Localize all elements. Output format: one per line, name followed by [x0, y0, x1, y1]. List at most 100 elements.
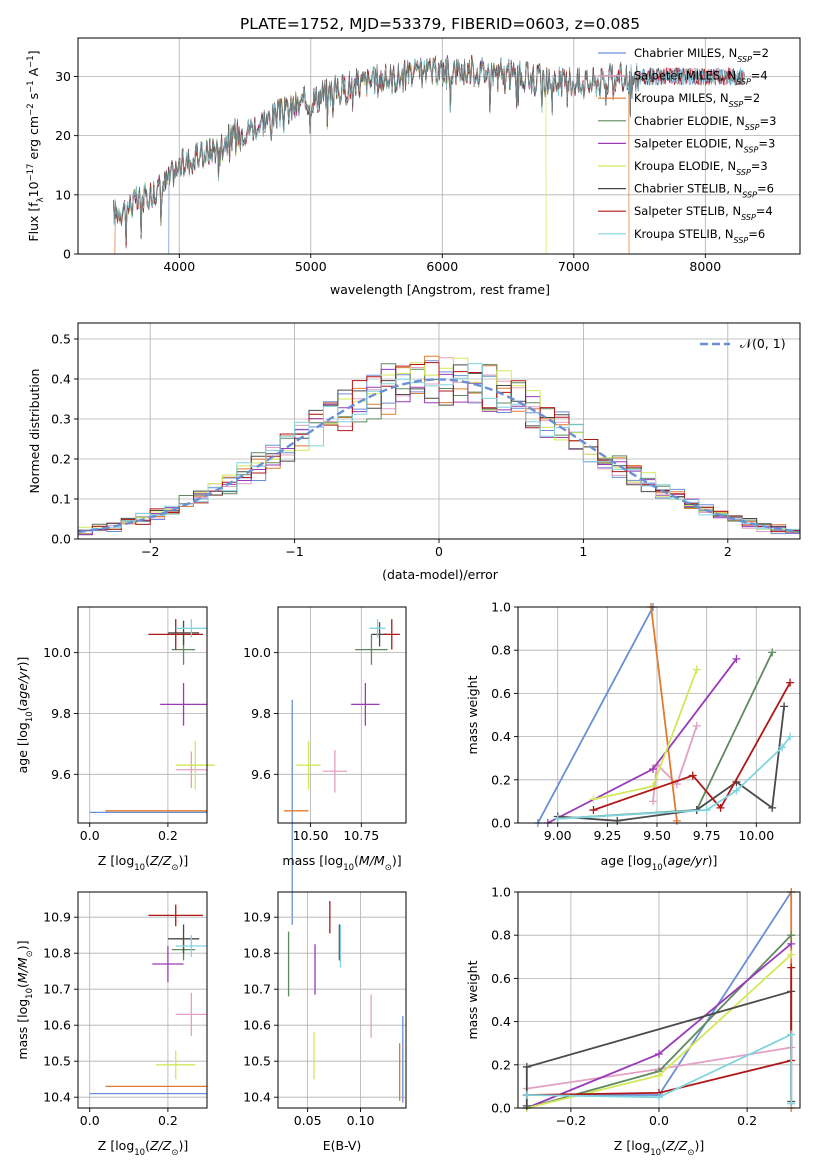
axes-frame — [277, 891, 407, 1109]
y-tick-label: 10.5 — [43, 1054, 71, 1069]
series-line — [557, 652, 774, 820]
y-tick-label: 0.6 — [491, 686, 511, 701]
series-kroupa-elodie — [589, 665, 701, 804]
y-tick-label: 10 — [55, 187, 71, 202]
series-line — [652, 725, 698, 802]
legend-label: Kroupa ELODIE, NSSP=3 — [634, 159, 768, 177]
plot-age_vs_Z — [89, 619, 215, 814]
series-marker — [655, 1093, 663, 1102]
y-tick-label: 20 — [55, 128, 71, 143]
spectrum-data — [113, 58, 640, 242]
series-marker — [655, 1071, 663, 1080]
y-tick-label: 0.4 — [51, 372, 71, 387]
series-marker — [692, 665, 701, 674]
y-tick-label: 10.8 — [43, 946, 71, 961]
axes-frame — [77, 37, 801, 255]
y-tick-label: 9.8 — [51, 706, 71, 721]
y-tick-label: 10.6 — [43, 1018, 71, 1033]
y-tick-label: 0.4 — [491, 729, 511, 744]
residual-ylabel: Normed distribution — [27, 369, 42, 494]
x-tick-label: 10.00 — [738, 828, 774, 843]
series-marker — [672, 816, 681, 825]
frame-weight_vs_age: 9.00 9.25 9.50 9.75 10.00 0.0 0.2 0.4 0.6 0.8 1.0 a… — [465, 600, 801, 873]
y-tick-label: 0.5 — [51, 332, 71, 347]
errorbar-salpeter-miles — [175, 992, 207, 1036]
weight-vs-z-xlabel: Z [log10(Z/Z⊙)] — [614, 1138, 704, 1158]
errorbar-salpeter-elodie — [160, 683, 207, 726]
legend-label: Salpeter ELODIE, NSSP=3 — [634, 136, 775, 154]
series-salpeter-stelib — [589, 678, 795, 815]
series-marker — [787, 939, 796, 948]
y-tick-label: 10.7 — [243, 982, 271, 997]
mass-vs-ebv-xlabel: E(B-V) — [323, 1138, 362, 1153]
series-marker — [786, 678, 795, 687]
errorbar-kroupa-stelib — [175, 935, 207, 957]
y-tick-label: 10.0 — [43, 645, 71, 660]
y-tick-label: 0.0 — [51, 532, 71, 547]
spectrum-legend: Chabrier MILES, NSSP=2 Salpeter MILES, NS… — [598, 46, 776, 244]
x-tick-label: 0.0 — [80, 828, 100, 843]
y-tick-label: 9.6 — [251, 767, 271, 782]
axes-spectrum: 4000 5000 6000 7000 8000 0 10 20 30 wavelength [A… — [26, 37, 801, 297]
series-kroupa-stelib — [553, 732, 795, 823]
series-marker — [702, 806, 711, 815]
frame-mass_vs_Z: 0.0 0.2 10.4 10.5 10.6 10.7 10.8 10.9 Z [log10(Z… — [15, 891, 208, 1158]
errorbar-salpeter-stelib — [383, 619, 400, 650]
x-tick-label: 1 — [579, 544, 587, 559]
y-tick-label: 0.0 — [491, 1101, 511, 1116]
series-line — [557, 706, 785, 822]
series-salpeter-elodie — [543, 654, 741, 827]
y-tick-label: 0.0 — [491, 816, 511, 831]
y-tick-label: 0 — [63, 247, 71, 262]
series-line — [547, 658, 738, 824]
grid-age_vs_mass — [278, 607, 406, 823]
axes-weight_vs_age: 9.00 9.25 9.50 9.75 10.00 0.0 0.2 0.4 0.6 0.8 1.0 a… — [465, 600, 801, 873]
x-tick-label: 5000 — [295, 259, 327, 274]
y-tick-label: 10.5 — [243, 1054, 271, 1069]
series-line — [526, 967, 793, 1096]
legend-label: Salpeter MILES, NSSP=4 — [634, 69, 768, 87]
figure-title: PLATE=1752, MJD=53379, FIBERID=0603, z=0… — [240, 15, 640, 33]
errorbar-salpeter-stelib — [148, 619, 204, 650]
errorbar-salpeter-miles — [175, 751, 207, 789]
errorbar-chabrier-stelib — [167, 924, 200, 954]
x-tick-label: 10.50 — [293, 828, 329, 843]
x-tick-label: 2 — [724, 544, 732, 559]
frame-spectrum: 4000 5000 6000 7000 8000 0 10 20 30 wavelength [A… — [26, 37, 801, 297]
spectrum-xlabel: wavelength [Angstrom, rest frame] — [330, 282, 550, 297]
plot-residuals — [77, 355, 801, 536]
axes-mass_vs_Z: 0.0 0.2 10.4 10.5 10.6 10.7 10.8 10.9 Z [log10(Z… — [15, 891, 208, 1158]
series-line — [557, 736, 791, 820]
errorbar-kroupa-elodie — [175, 740, 215, 790]
series-marker — [589, 795, 598, 804]
axes-frame — [517, 606, 801, 824]
series-marker — [522, 1101, 531, 1110]
x-tick-label: 9.75 — [693, 828, 721, 843]
series-marker — [692, 721, 701, 730]
legend-label: Chabrier ELODIE, NSSP=3 — [634, 114, 776, 132]
x-tick-label: 9.00 — [544, 828, 572, 843]
series-marker — [522, 1062, 531, 1071]
series-marker — [787, 931, 796, 940]
x-tick-label: 0 — [435, 544, 443, 559]
x-tick-label: −1 — [285, 544, 303, 559]
weight-vs-age-xlabel: age [log10(age/yr)] — [601, 853, 718, 873]
y-tick-label: 10.4 — [243, 1090, 271, 1105]
axes-frame — [277, 606, 407, 824]
series-line — [593, 682, 791, 811]
y-tick-label: 9.8 — [251, 706, 271, 721]
errorbar-kroupa-stelib — [369, 619, 386, 638]
x-tick-label: 0.2 — [737, 1113, 757, 1128]
mass-vs-z-xlabel: Z [log10(Z/Z⊙)] — [98, 1138, 188, 1158]
series-marker — [522, 1091, 531, 1100]
plot-spectrum — [113, 54, 745, 255]
series-line — [526, 1033, 793, 1104]
series-marker — [613, 816, 622, 825]
errorbar-kroupa-elodie — [156, 1050, 196, 1080]
plot-mass_vs_ebv — [287, 901, 404, 1103]
series-marker — [786, 732, 795, 741]
frame-age_vs_Z: 0.0 0.2 9.6 9.8 10.0 Z [log10(Z/Z⊙)] age [log1… — [15, 606, 208, 873]
y-tick-label: 0.1 — [51, 492, 71, 507]
series-marker — [649, 797, 658, 806]
